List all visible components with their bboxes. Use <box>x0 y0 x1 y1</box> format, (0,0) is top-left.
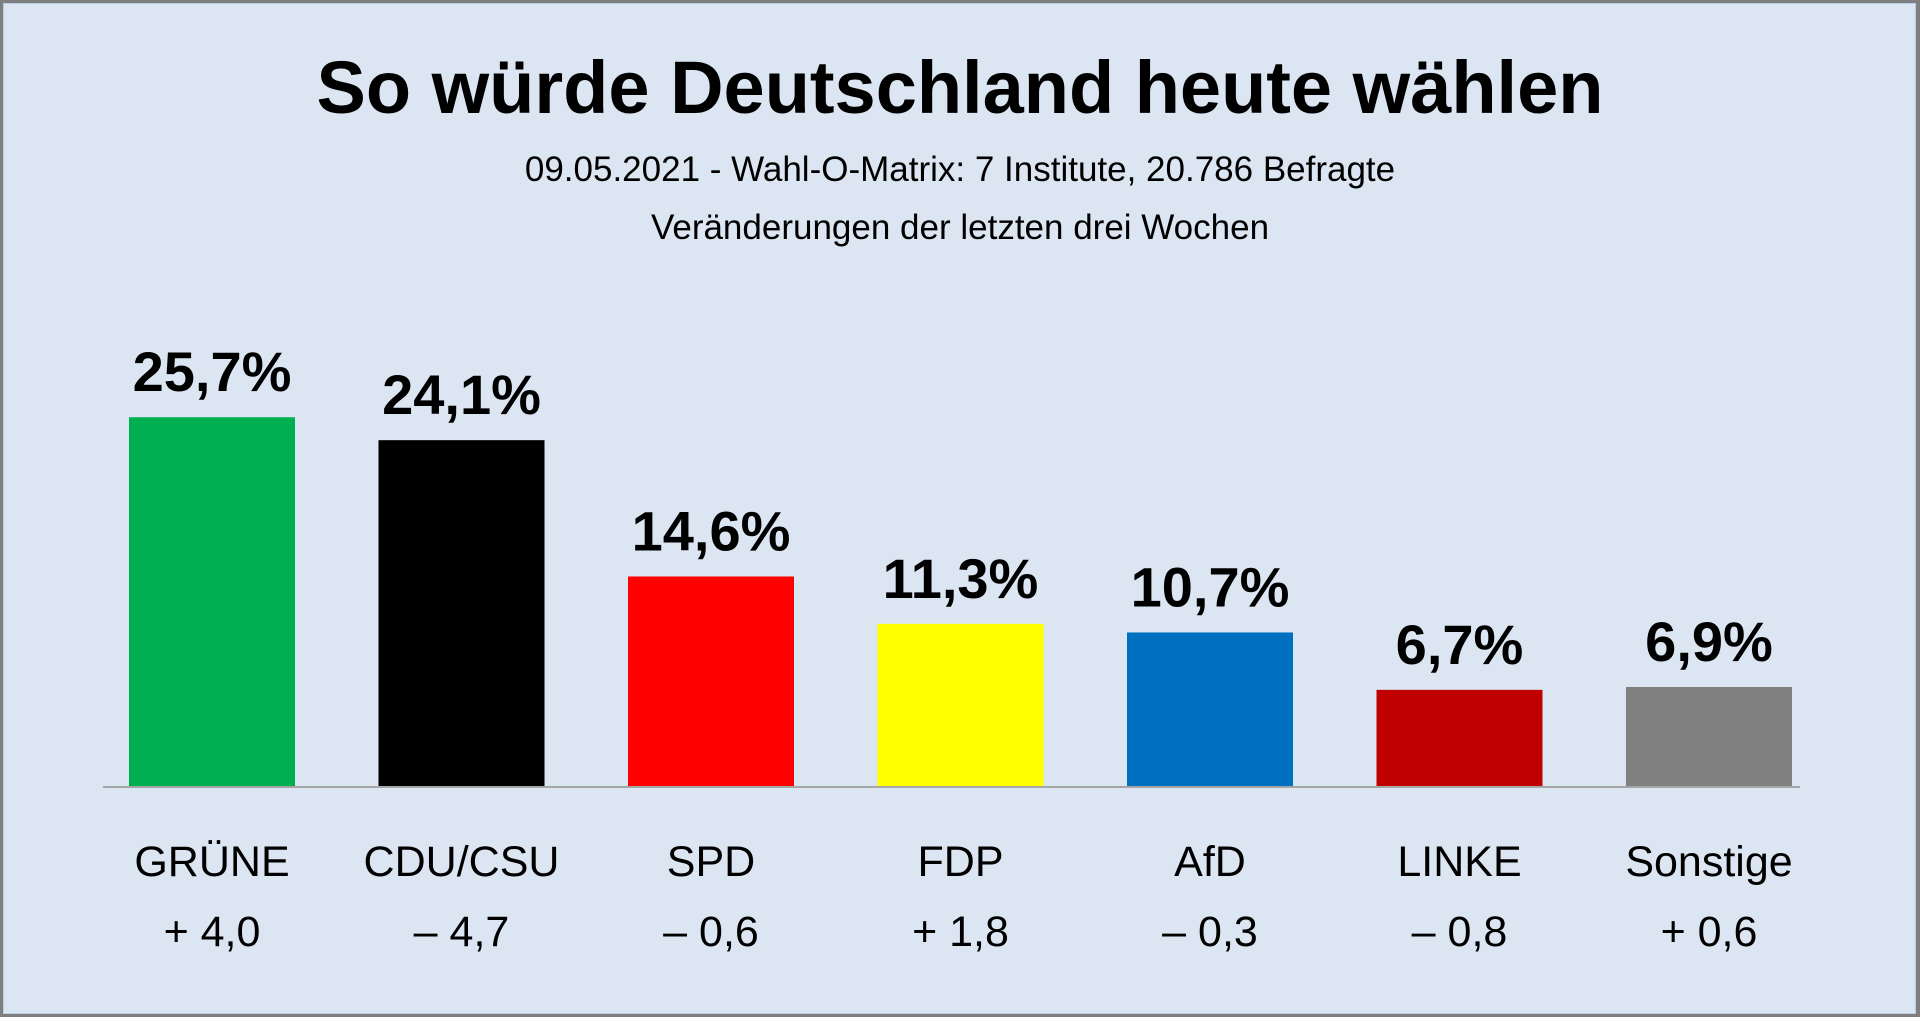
change-label-cdu-csu: – 4,7 <box>414 908 510 956</box>
change-label-sonstige: + 0,6 <box>1661 908 1758 956</box>
category-label-sonstige: Sonstige <box>1625 838 1792 886</box>
change-label-afd: – 0,3 <box>1162 908 1258 956</box>
chart-subtitle-source: 09.05.2021 - Wahl-O-Matrix: 7 Institute,… <box>524 150 1396 189</box>
value-label-afd: 10,7% <box>1131 555 1290 618</box>
value-label-gruene: 25,7% <box>133 340 292 403</box>
category-label-spd: SPD <box>667 838 755 886</box>
value-label-linke: 6,7% <box>1396 613 1524 676</box>
value-label-spd: 14,6% <box>632 499 791 562</box>
category-label-cdu-csu: CDU/CSU <box>364 838 560 886</box>
change-label-gruene: + 4,0 <box>164 908 261 956</box>
category-label-linke: LINKE <box>1397 838 1521 886</box>
bar-linke <box>1376 689 1543 786</box>
change-label-fdp: + 1,8 <box>912 908 1009 956</box>
chart-frame <box>3 3 1916 1014</box>
change-label-spd: – 0,6 <box>663 908 759 956</box>
category-label-gruene: GRÜNE <box>134 838 289 886</box>
bar-gruene <box>129 417 295 786</box>
category-label-fdp: FDP <box>918 838 1004 886</box>
bar-cdu-csu <box>378 440 545 786</box>
category-label-afd: AfD <box>1174 838 1246 886</box>
chart-title: So würde Deutschland heute wählen <box>316 46 1604 129</box>
chart-subtitle-changes: Veränderungen der letzten drei Wochen <box>650 208 1270 247</box>
bar-afd <box>1127 632 1293 786</box>
bar-sonstige <box>1626 686 1792 786</box>
value-label-fdp: 11,3% <box>883 547 1039 610</box>
bar-spd <box>628 576 794 786</box>
value-label-cdu-csu: 24,1% <box>382 363 541 426</box>
change-label-linke: – 0,8 <box>1412 908 1508 956</box>
bar-fdp <box>877 623 1044 786</box>
value-label-sonstige: 6,9% <box>1645 610 1773 673</box>
